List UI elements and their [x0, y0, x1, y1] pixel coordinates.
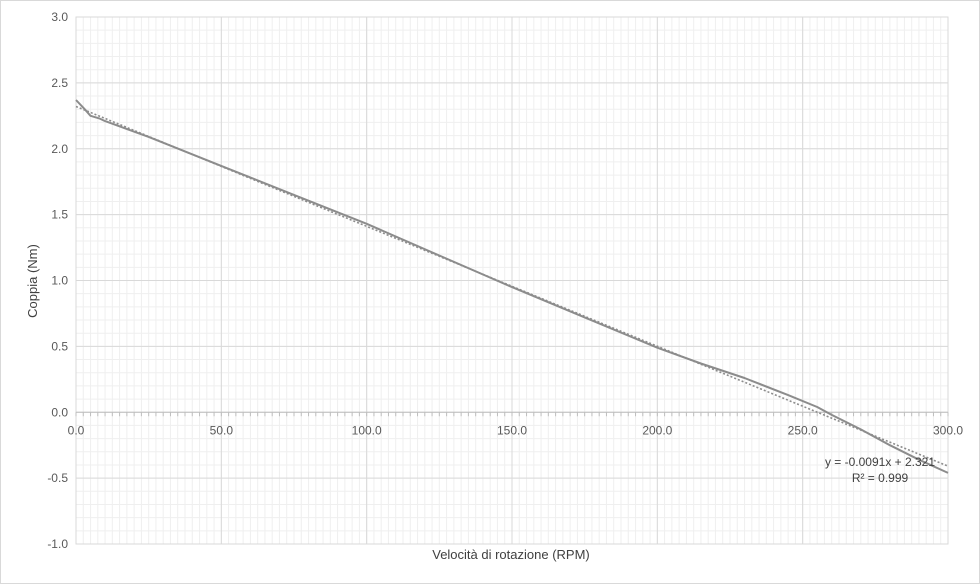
y-axis-title: Coppia (Nm): [25, 244, 40, 318]
x-tick-label: 200.0: [642, 423, 672, 437]
x-tick-label: 150.0: [497, 423, 527, 437]
y-tick-label: -0.5: [47, 471, 68, 485]
y-tick-label: 1.0: [51, 274, 68, 288]
y-tick-label: 2.5: [51, 76, 68, 90]
x-tick-label: 100.0: [352, 423, 382, 437]
trendline-r2: R² = 0.999: [852, 471, 909, 485]
y-tick-label: 1.5: [51, 208, 68, 222]
series-layer: [75, 99, 949, 474]
x-axis-title: Velocità di rotazione (RPM): [432, 547, 590, 562]
y-tick-label: 0.0: [51, 405, 68, 419]
y-tick-label: 0.5: [51, 339, 68, 353]
axes: [75, 16, 949, 545]
x-tick-label: 250.0: [788, 423, 818, 437]
x-tick-label: 0.0: [68, 423, 85, 437]
y-tick-label: -1.0: [47, 537, 68, 551]
x-tick-labels: 0.0 50.0 100.0 150.0 200.0 250.0 300.0: [68, 423, 964, 437]
plot-border: [75, 16, 949, 545]
series-line: [75, 99, 949, 474]
x-tick-label: 300.0: [933, 423, 963, 437]
x-tick-label: 50.0: [210, 423, 234, 437]
trendline-equation: y = -0.0091x + 2.321: [825, 455, 935, 469]
y-tick-labels: -1.0 -0.5 0.0 0.5 1.0 1.5 2.0 2.5 3.0: [47, 10, 68, 551]
y-tick-label: 3.0: [51, 10, 68, 24]
y-tick-label: 2.0: [51, 142, 68, 156]
